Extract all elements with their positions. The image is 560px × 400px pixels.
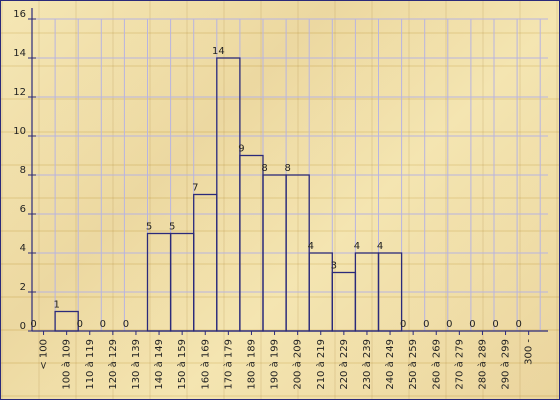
bar (239, 154, 264, 332)
x-tick-label: 230 à 239 (361, 339, 373, 390)
x-tick-label: 180 à 189 (245, 339, 257, 390)
x-tick-label: 120 à 129 (107, 339, 119, 390)
x-tick-label: 110 à 119 (84, 339, 96, 390)
x-tick-label: 210 à 219 (315, 339, 327, 390)
bar (54, 310, 79, 332)
y-tick-label: 14 (13, 48, 26, 59)
bar (169, 232, 195, 332)
x-tick-label: < 100 (39, 339, 50, 370)
data-label: 1 (53, 300, 59, 311)
x-tick-label: 150 à 159 (176, 339, 188, 390)
x-tick-label: 170 à 179 (222, 339, 234, 390)
data-label: 0 (446, 319, 452, 330)
data-labels: 0 1 0 0 0 5 5 7 14 9 8 8 4 3 4 4 0 0 0 0 0 0 (30, 46, 521, 330)
x-tick-label: 130 à 139 (130, 339, 142, 390)
data-label: 0 (123, 319, 129, 330)
x-tick-label: 300 - (524, 339, 535, 365)
x-tick-label: 160 à 169 (199, 339, 211, 390)
x-tick-label: 240 à 249 (384, 339, 396, 390)
x-tick-label: 100 à 109 (61, 339, 73, 390)
data-label: 4 (308, 241, 314, 252)
y-tick-label: 12 (13, 87, 26, 98)
data-label: 9 (238, 144, 244, 155)
data-label: 5 (146, 222, 152, 233)
y-tick-label: 6 (20, 204, 26, 215)
data-label: 5 (169, 222, 175, 233)
y-axis-ticks: 0 2 4 6 8 10 12 14 16 (13, 9, 36, 332)
x-tick-label: 200 à 209 (292, 339, 304, 390)
data-label: 8 (284, 163, 290, 174)
data-label: 8 (261, 163, 267, 174)
data-label: 14 (212, 46, 225, 57)
data-label: 0 (469, 319, 475, 330)
bar (146, 232, 172, 332)
x-axis-ticks: < 100 100 à 109 110 à 119 120 à 129 130 à 13… (39, 331, 535, 390)
data-label: 3 (331, 261, 337, 272)
x-tick-label: 280 à 289 (476, 339, 488, 390)
data-label: 0 (400, 319, 406, 330)
x-tick-label: 190 à 199 (269, 339, 281, 390)
data-label: 0 (515, 319, 521, 330)
x-tick-label: 270 à 279 (453, 339, 465, 390)
x-tick-label: 140 à 149 (153, 339, 165, 390)
data-label: 0 (77, 319, 83, 330)
bar (193, 193, 218, 332)
y-tick-label: 16 (13, 9, 26, 20)
x-tick-label: 220 à 229 (338, 339, 350, 390)
bar (216, 57, 241, 332)
data-label: 0 (100, 319, 106, 330)
y-tick-label: 4 (20, 243, 26, 254)
bar (331, 271, 357, 332)
data-label: 4 (354, 241, 360, 252)
y-tick-label: 0 (20, 321, 26, 332)
data-label: 4 (377, 241, 383, 252)
y-tick-label: 2 (20, 282, 26, 293)
bars (54, 57, 403, 332)
data-label: 0 (423, 319, 429, 330)
y-tick-label: 10 (13, 126, 26, 137)
x-tick-label: 290 à 299 (500, 339, 512, 390)
data-label: 0 (492, 319, 498, 330)
x-tick-label: 260 à 269 (430, 339, 442, 390)
y-tick-label: 8 (20, 165, 26, 176)
data-label: 7 (192, 183, 198, 194)
x-tick-label: 250 à 259 (407, 339, 419, 390)
data-label: 0 (30, 319, 36, 330)
